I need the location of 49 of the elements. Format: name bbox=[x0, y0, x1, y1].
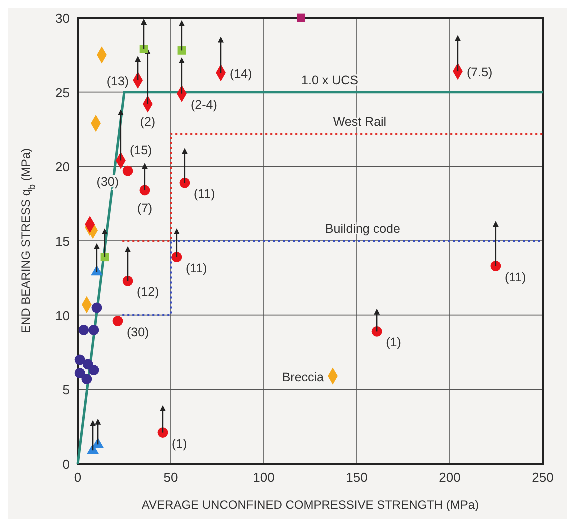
annotation: (12) bbox=[137, 285, 160, 300]
annotation: (7.5) bbox=[467, 66, 493, 80]
annotation: (30) bbox=[126, 325, 150, 340]
point bbox=[158, 428, 168, 438]
point bbox=[82, 374, 92, 384]
point bbox=[112, 316, 124, 326]
annotation: (11) bbox=[504, 270, 526, 284]
y-tick-label: 5 bbox=[62, 382, 70, 398]
x-axis-title: AVERAGE UNCONFINED COMPRESSIVE STRENGTH (MPa) bbox=[142, 498, 480, 512]
point bbox=[92, 302, 102, 314]
point bbox=[172, 252, 182, 263]
point bbox=[490, 261, 502, 272]
point bbox=[122, 276, 134, 286]
point bbox=[88, 325, 100, 336]
x-tick-label: 100 bbox=[253, 470, 275, 485]
point bbox=[122, 166, 134, 176]
annotation: (2-4) bbox=[190, 98, 218, 112]
x-tick-label: 250 bbox=[532, 470, 554, 485]
y-tick-label: 0 bbox=[62, 457, 70, 472]
annotation: (1) bbox=[386, 336, 402, 350]
point bbox=[297, 14, 306, 22]
point bbox=[372, 326, 382, 337]
point bbox=[74, 354, 86, 366]
point bbox=[140, 45, 148, 54]
annotation: (1) bbox=[172, 436, 188, 451]
point bbox=[88, 365, 100, 376]
annotation: (11) bbox=[186, 261, 208, 276]
point bbox=[74, 368, 86, 379]
x-tick-label: 150 bbox=[346, 470, 368, 485]
x-tick-label: 50 bbox=[164, 470, 178, 485]
annotation: (14) bbox=[230, 67, 252, 82]
annotation: (2) bbox=[140, 115, 156, 130]
point bbox=[78, 325, 90, 336]
annotation: (15) bbox=[130, 144, 152, 158]
point bbox=[140, 185, 150, 196]
x-tick-label: 200 bbox=[439, 470, 461, 485]
point bbox=[180, 178, 190, 188]
x-tick-label: 0 bbox=[74, 470, 82, 485]
annotation: (11) bbox=[194, 187, 216, 202]
y-tick-label: 25 bbox=[56, 85, 70, 100]
y-tick-label: 10 bbox=[56, 308, 70, 324]
point bbox=[178, 46, 186, 55]
y-tick-label: 20 bbox=[56, 160, 70, 175]
annotation: (13) bbox=[106, 74, 130, 88]
y-tick-label: 30 bbox=[56, 11, 70, 26]
point bbox=[100, 253, 110, 262]
annotation: (7) bbox=[137, 201, 153, 216]
annotation: Breccia bbox=[282, 370, 324, 384]
y-tick-label: 15 bbox=[56, 234, 70, 249]
